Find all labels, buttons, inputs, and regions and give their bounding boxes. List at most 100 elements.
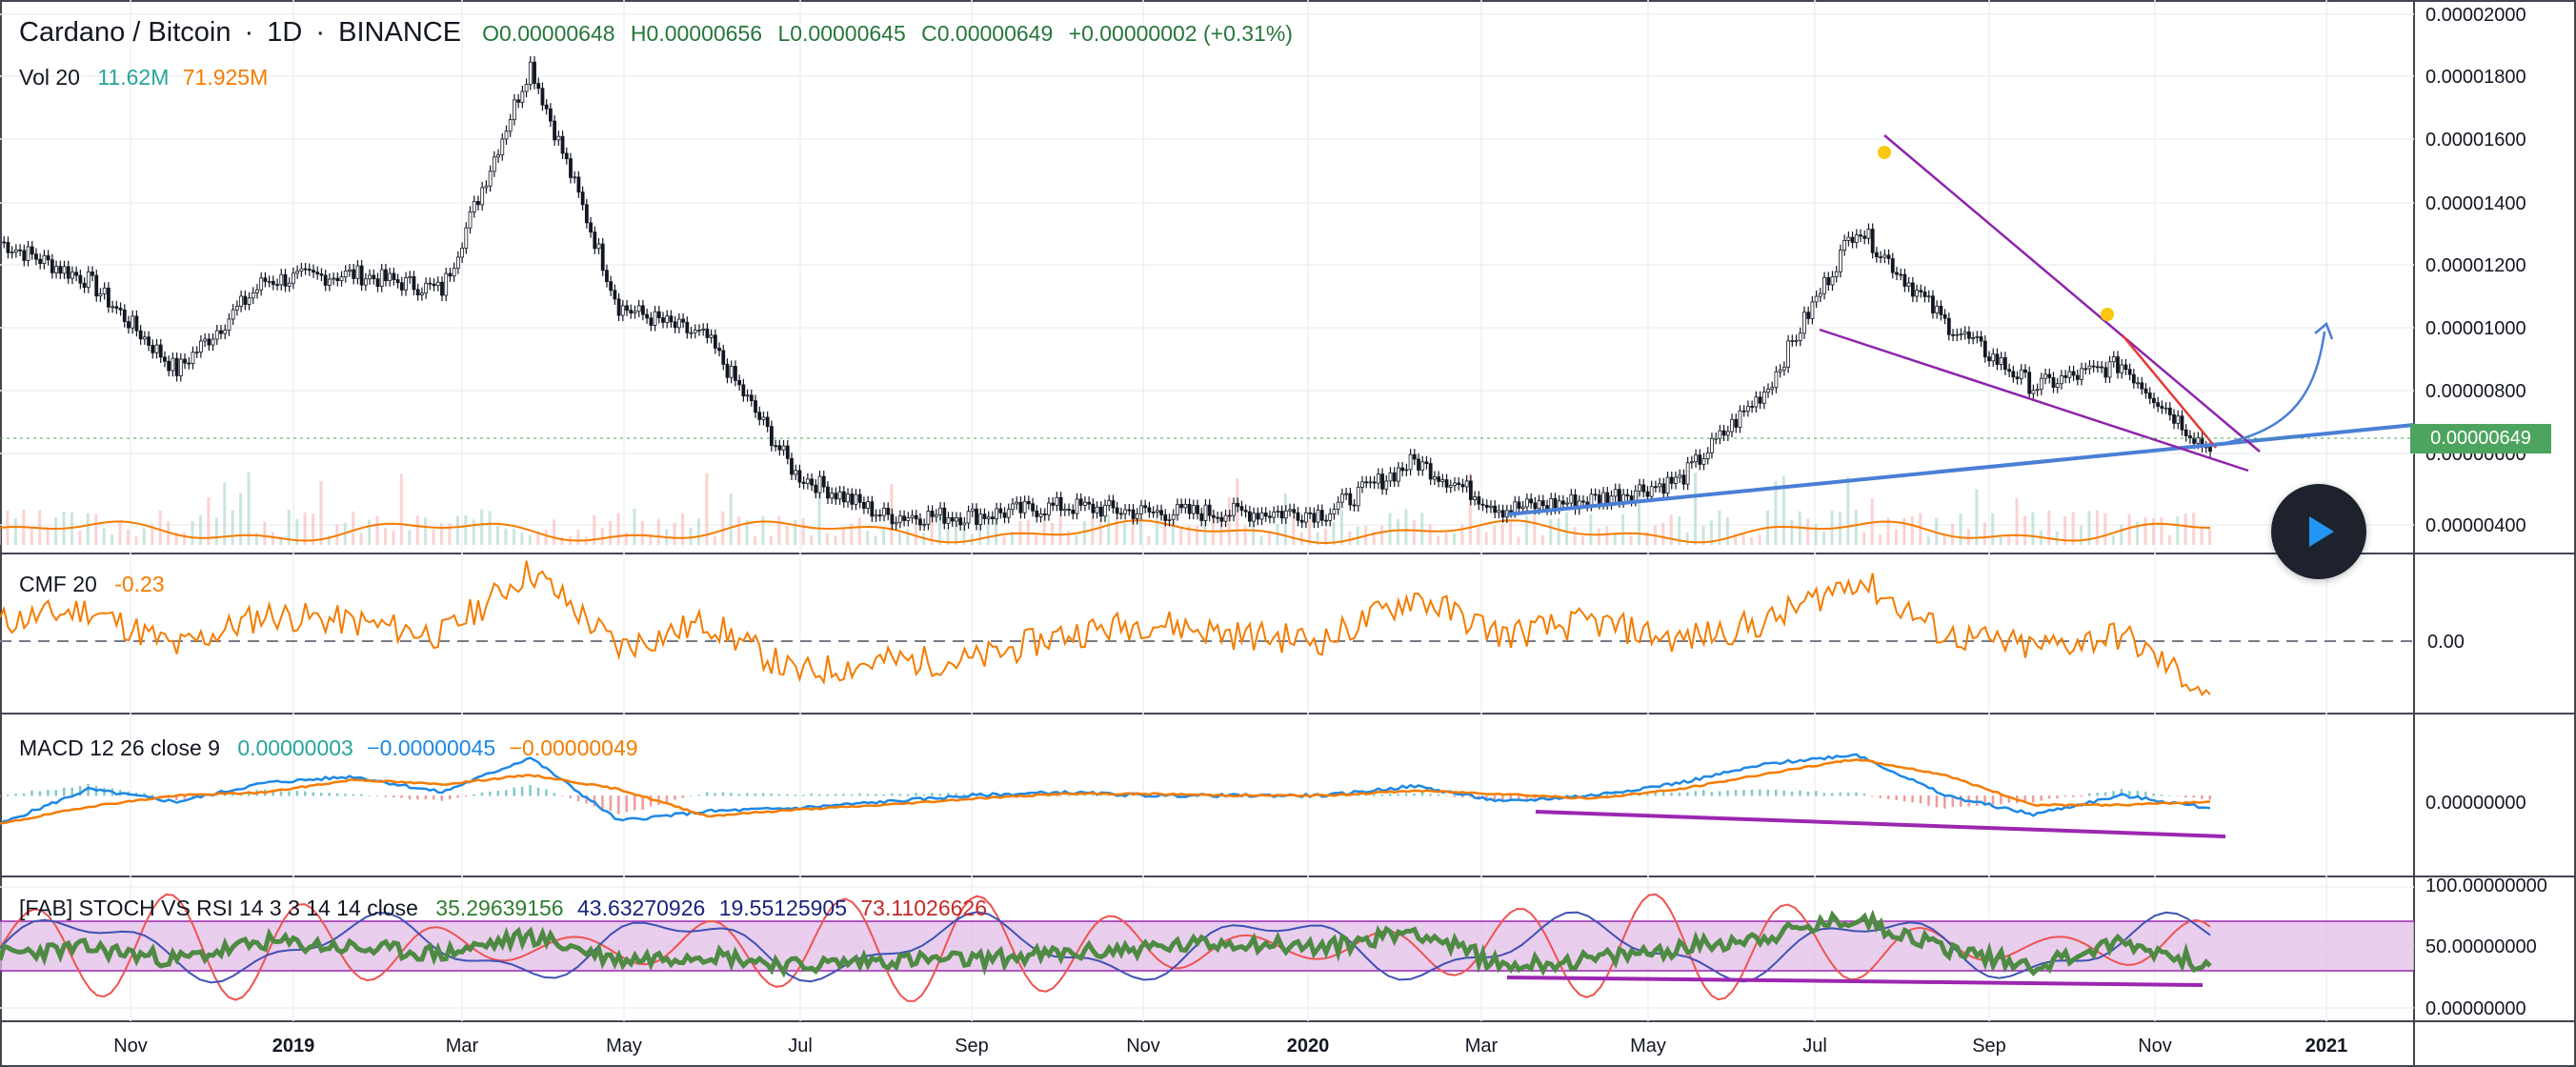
candle-body xyxy=(1778,369,1782,372)
volume-bar xyxy=(2047,510,2051,545)
candle-body xyxy=(1364,481,1369,484)
macd-hist-bar xyxy=(536,787,540,796)
volume-bar xyxy=(2071,512,2075,545)
candle-body xyxy=(30,246,34,255)
candle-body xyxy=(1268,515,1272,518)
volume-bar xyxy=(2007,534,2011,545)
candle-body xyxy=(375,278,380,287)
y-tick: 0.00001800 xyxy=(2425,67,2526,88)
volume-bar xyxy=(1243,525,1247,545)
candle-body xyxy=(830,493,835,499)
candle-body xyxy=(1328,513,1333,521)
candle-body xyxy=(384,269,388,282)
y-tick: 0.00001000 xyxy=(2425,318,2526,339)
candle-body xyxy=(1661,483,1666,494)
macd-hist-bar xyxy=(1605,792,1609,796)
candle-body xyxy=(6,241,10,253)
candle-body xyxy=(86,272,91,289)
x-tick: Jul xyxy=(788,1036,813,1057)
macd-hist-bar xyxy=(649,795,653,807)
candle-body xyxy=(713,334,717,349)
macd-hist-bar xyxy=(473,794,475,796)
candle-body xyxy=(1147,507,1152,513)
macd-hist-bar xyxy=(665,795,669,803)
candle-body xyxy=(1216,516,1220,519)
candle-body xyxy=(379,269,384,287)
replay-play-button[interactable] xyxy=(2271,484,2366,579)
candle-body xyxy=(1605,492,1610,505)
volume-bar xyxy=(2055,531,2059,545)
volume-bar xyxy=(1685,533,1689,545)
candle-body xyxy=(1766,389,1770,393)
volume-bar xyxy=(480,509,484,545)
macd-hist-bar xyxy=(360,794,363,796)
candle-body xyxy=(496,154,500,158)
cmf-legend-value: -0.23 xyxy=(114,572,165,596)
candle-body xyxy=(2192,437,2197,444)
candle-body xyxy=(1279,511,1284,519)
volume-bar xyxy=(2127,513,2131,545)
candle-body xyxy=(10,252,14,253)
volume-bar xyxy=(1002,536,1006,545)
candle-body xyxy=(1991,353,1996,362)
volume-legend-name: Vol 20 xyxy=(19,65,80,90)
x-tick: Sep xyxy=(1972,1036,2006,1057)
macd-hist-bar xyxy=(1927,795,1930,806)
macd-hist-bar xyxy=(2040,795,2043,801)
candle-body xyxy=(174,357,179,376)
candle-body xyxy=(781,445,786,451)
volume-bar xyxy=(86,513,90,545)
candle-body xyxy=(1665,476,1670,494)
volume-bar xyxy=(1098,519,1102,545)
macd-hist-bar xyxy=(931,793,934,796)
candle-body xyxy=(1946,317,1951,335)
candle-body xyxy=(34,253,38,260)
candle-body xyxy=(118,308,123,311)
macd-hist-bar xyxy=(737,794,741,796)
candle-body xyxy=(219,330,223,334)
macd-hist-bar xyxy=(2000,795,2002,804)
volume-bar xyxy=(1252,512,1256,545)
macd-hist-bar xyxy=(721,792,725,796)
macd-hist-bar xyxy=(1139,795,1142,796)
candle-body xyxy=(533,61,536,85)
candle-body xyxy=(1155,510,1159,513)
candle-body xyxy=(1111,500,1116,509)
candle-body xyxy=(1211,514,1216,518)
candle-body xyxy=(1296,512,1300,521)
volume-bar xyxy=(1267,531,1271,545)
volume-bar xyxy=(512,529,515,545)
volume-bar xyxy=(1910,515,1914,545)
candle-body xyxy=(2136,382,2140,385)
candle-body xyxy=(1879,256,1883,259)
volume-bar xyxy=(954,522,957,545)
volume-bar xyxy=(1187,525,1191,545)
play-icon xyxy=(2309,516,2334,547)
candle-body xyxy=(332,277,336,280)
volume-bar xyxy=(1082,520,1086,545)
volume-bar xyxy=(319,480,323,545)
volume-bar xyxy=(472,519,475,545)
candle-body xyxy=(1448,485,1453,488)
macd-hist-bar xyxy=(2056,795,2059,798)
candle-body xyxy=(2152,397,2156,404)
candle-body xyxy=(1227,514,1232,517)
candle-body xyxy=(472,201,476,212)
volume-bar xyxy=(1460,524,1464,545)
volume-bar xyxy=(1348,531,1352,545)
candle-body xyxy=(613,290,617,300)
candle-body xyxy=(287,282,292,287)
candle-body xyxy=(1886,254,1891,259)
macd-signal-value: −0.00000049 xyxy=(509,735,638,760)
candle-body xyxy=(122,309,127,322)
volume-bar xyxy=(825,533,829,545)
candle-body xyxy=(1790,340,1795,342)
macd-hist-bar xyxy=(1919,795,1922,804)
candle-body xyxy=(171,357,175,372)
volume-bar xyxy=(962,527,966,545)
candle-body xyxy=(271,280,275,285)
macd-hist-bar xyxy=(456,795,459,798)
candle-body xyxy=(2015,376,2020,379)
